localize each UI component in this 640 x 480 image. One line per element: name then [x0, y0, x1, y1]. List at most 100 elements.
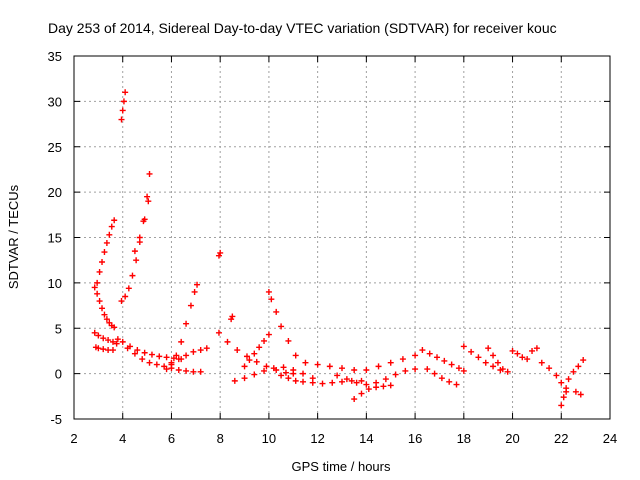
x-axis-label: GPS time / hours: [292, 459, 391, 474]
x-tick-label: 14: [359, 431, 373, 446]
series-arc-u: [351, 382, 394, 403]
series-arc-x: [460, 343, 511, 375]
data-point: [329, 379, 336, 386]
data-point: [168, 359, 175, 366]
series-arc-h: [114, 336, 185, 363]
data-point: [113, 340, 120, 347]
data-point: [339, 365, 345, 372]
chart-title: Day 253 of 2014, Sidereal Day-to-day VTE…: [48, 20, 557, 36]
data-point: [375, 363, 382, 370]
data-point: [253, 358, 260, 365]
data-point: [475, 354, 482, 361]
data-point: [194, 281, 201, 288]
data-point: [499, 366, 506, 373]
data-point: [280, 364, 287, 371]
y-tick-label: -5: [50, 412, 62, 427]
data-point: [124, 345, 131, 352]
data-point: [243, 353, 250, 360]
data-point: [141, 216, 148, 223]
data-point: [533, 345, 540, 352]
data-point: [100, 346, 107, 353]
data-point: [419, 347, 426, 354]
data-point: [139, 356, 146, 363]
x-tick-label: 20: [505, 431, 519, 446]
data-point: [468, 348, 475, 355]
series-arc-i: [124, 345, 204, 375]
x-tick-label: 12: [310, 431, 324, 446]
y-tick-label: 10: [48, 276, 62, 291]
data-point: [300, 370, 307, 377]
data-point: [251, 350, 258, 357]
data-point: [319, 380, 326, 387]
data-point: [197, 368, 204, 375]
data-point: [100, 335, 107, 342]
data-point: [109, 338, 116, 345]
data-point: [509, 347, 516, 354]
data-point: [572, 388, 579, 395]
data-point: [183, 352, 190, 359]
data-point: [490, 352, 497, 359]
data-point: [215, 252, 222, 259]
data-point: [387, 359, 394, 366]
data-point: [241, 363, 248, 370]
data-point: [424, 366, 431, 373]
data-point: [519, 354, 526, 361]
series-arc-y: [485, 345, 506, 373]
data-point: [460, 343, 467, 350]
data-point: [482, 359, 489, 366]
data-point: [351, 396, 358, 403]
x-tick-label: 22: [554, 431, 568, 446]
data-point: [191, 288, 198, 295]
data-point: [119, 338, 126, 345]
data-point: [339, 378, 345, 385]
data-point: [95, 332, 102, 339]
grid-layer: [74, 56, 610, 419]
data-point: [292, 377, 299, 384]
x-tick-label: 16: [408, 431, 422, 446]
data-point: [392, 371, 399, 378]
data-point: [553, 372, 560, 379]
data-point: [358, 390, 365, 397]
y-tick-label: 0: [55, 367, 62, 382]
data-point: [514, 350, 521, 357]
data-point: [99, 259, 106, 266]
data-point: [412, 352, 419, 359]
series-arc-aa: [538, 359, 570, 395]
data-point: [504, 368, 511, 375]
data-point: [101, 249, 108, 256]
y-tick-label: 25: [48, 140, 62, 155]
series-arc-p: [241, 331, 272, 370]
data-point: [197, 347, 204, 354]
data-point: [103, 316, 110, 323]
data-point: [163, 366, 170, 373]
x-tick-label: 8: [217, 431, 224, 446]
data-point: [575, 363, 582, 370]
data-point: [99, 305, 106, 312]
data-point: [563, 385, 570, 392]
y-tick-label: 5: [55, 321, 62, 336]
series-arc-m: [228, 313, 236, 323]
series-arc-r: [278, 372, 365, 387]
data-point: [183, 320, 190, 327]
data-point: [94, 290, 101, 297]
series-arc-z: [509, 345, 540, 363]
data-point: [261, 337, 268, 344]
data-point: [101, 311, 108, 318]
data-point: [285, 375, 292, 382]
data-point: [187, 302, 194, 309]
data-point: [131, 350, 138, 357]
data-point: [453, 381, 460, 388]
data-point: [309, 379, 316, 386]
data-point: [282, 369, 289, 376]
series-arc-c: [91, 329, 120, 347]
data-point: [529, 347, 536, 354]
data-point: [173, 352, 180, 359]
series-arc-k: [168, 345, 210, 366]
data-point: [560, 394, 567, 401]
series-arc-a: [91, 284, 118, 331]
data-point: [273, 308, 280, 315]
data-point: [460, 367, 467, 374]
data-point: [570, 368, 577, 375]
data-point: [363, 366, 370, 373]
